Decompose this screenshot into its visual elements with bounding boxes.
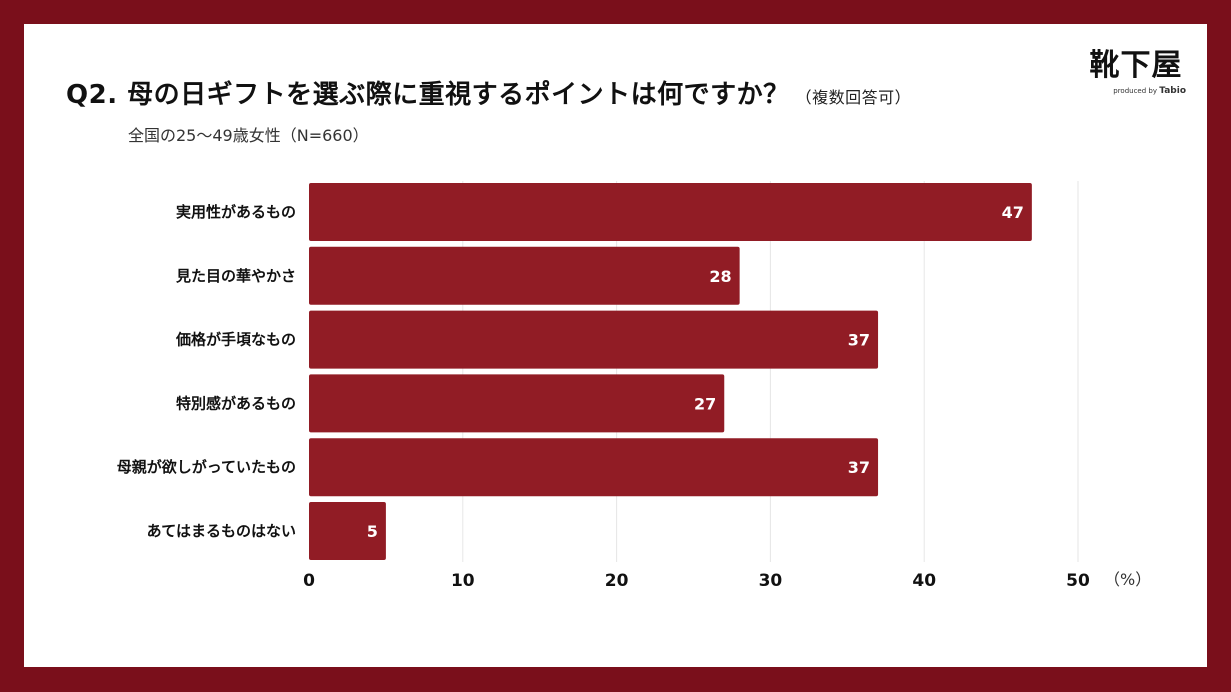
chart-title: Q2. 母の日ギフトを選ぶ際に重視するポイントは何ですか？ （複数回答可）	[66, 74, 911, 111]
value-label-3: 27	[694, 394, 716, 413]
value-label-4: 37	[848, 458, 870, 477]
category-label-0: 実用性があるもの	[176, 203, 296, 221]
x-tick-20: 20	[605, 571, 629, 591]
category-label-2: 価格が手頃なもの	[175, 331, 296, 349]
category-label-3: 特別感があるもの	[176, 394, 296, 412]
bar-0	[309, 183, 1032, 241]
value-label-0: 47	[1002, 203, 1024, 222]
category-label-4: 母親が欲しがっていたもの	[117, 458, 296, 476]
bar-1	[309, 246, 740, 305]
bar-4	[309, 438, 879, 497]
category-label-5: あてはまるものはない	[147, 522, 296, 540]
value-label-1: 28	[709, 267, 731, 286]
brand-logo: 靴下屋 produced by Tabio	[1086, 48, 1187, 96]
logo-produced-text: produced by	[1113, 87, 1157, 95]
x-tick-40: 40	[912, 571, 936, 591]
title-note: （複数回答可）	[795, 88, 912, 107]
title-main: Q2. 母の日ギフトを選ぶ際に重視するポイントは何ですか？	[66, 80, 790, 110]
bar-3	[309, 374, 725, 433]
bar-5	[309, 502, 386, 560]
x-unit-label: （%）	[1104, 570, 1151, 589]
value-label-2: 37	[848, 331, 870, 350]
bar-2	[309, 310, 879, 369]
logo-brand: Tabio	[1159, 86, 1186, 96]
value-label-5: 5	[367, 522, 378, 541]
logo-produced-by: produced by Tabio	[1086, 86, 1186, 96]
category-label-1: 見た目の華やかさ	[175, 267, 296, 285]
x-tick-50: 50	[1066, 571, 1090, 591]
logo-name: 靴下屋	[1089, 48, 1183, 83]
x-tick-0: 0	[303, 571, 315, 591]
x-tick-30: 30	[759, 571, 783, 591]
x-tick-10: 10	[451, 571, 475, 591]
chart-subtitle: 全国の25〜49歳女性（N=660）	[128, 126, 369, 145]
chart-card: Q2. 母の日ギフトを選ぶ際に重視するポイントは何ですか？ （複数回答可） 全国の…	[24, 24, 1207, 667]
